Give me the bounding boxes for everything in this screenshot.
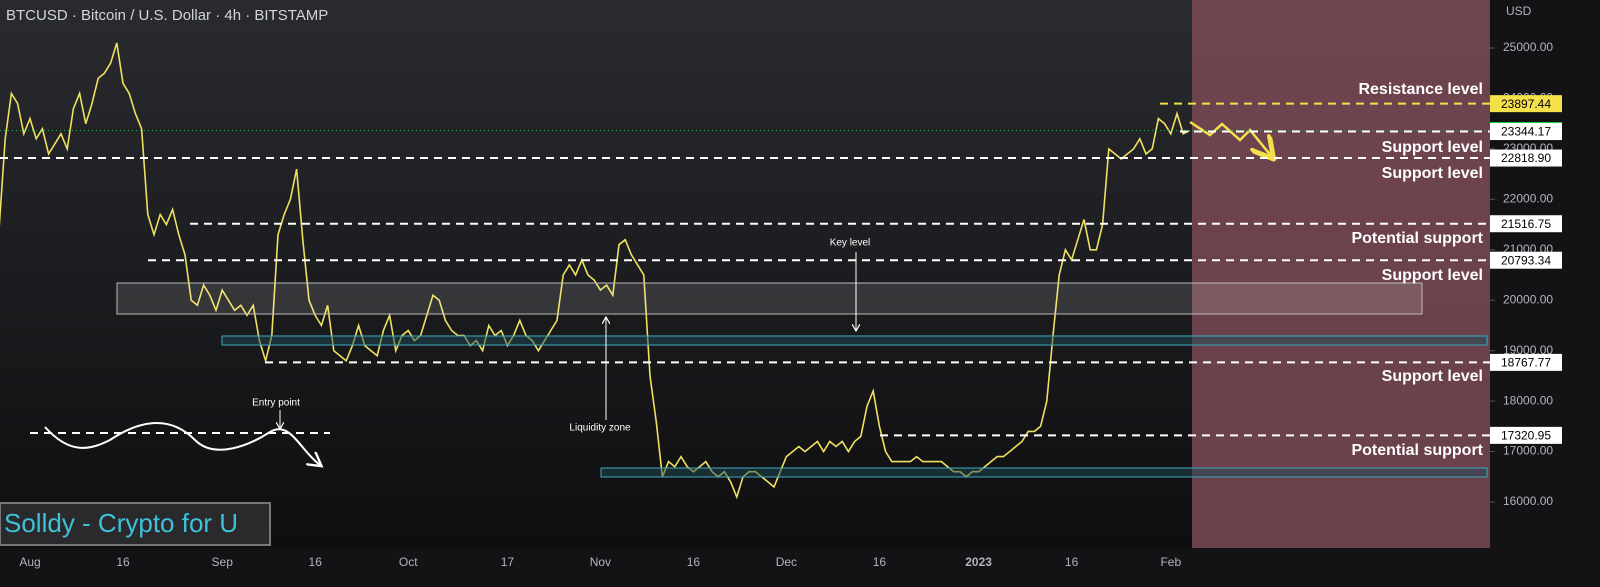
y-tick-label: 20000.00 [1503, 292, 1553, 306]
price-label: 23897.44 [1501, 97, 1551, 111]
y-tick-label: 25000.00 [1503, 40, 1553, 54]
price-line [0, 42, 1190, 500]
y-tick-label: 16000.00 [1503, 494, 1553, 508]
x-tick-label: 16 [1065, 555, 1079, 569]
x-tick-label: Dec [776, 555, 797, 569]
level-annotation: Resistance level [1358, 81, 1483, 98]
y-tick-label: 17000.00 [1503, 444, 1553, 458]
price-label-box [1490, 426, 1562, 444]
x-tick-label: Oct [399, 555, 418, 569]
x-tick-label: Aug [19, 555, 40, 569]
x-tick-label: Sep [212, 555, 234, 569]
price-label: 20793.34 [1501, 253, 1551, 267]
plot [0, 42, 1190, 500]
price-label: 23344.17 [1501, 125, 1551, 139]
level-annotation: Support level [1382, 165, 1483, 182]
time-axis [0, 548, 1490, 587]
price-label-box [1490, 215, 1562, 233]
zone-box [116, 282, 1423, 315]
y-axis-label: USD [1506, 4, 1532, 18]
y-tick-label: 18000.00 [1503, 393, 1553, 407]
y-tick-label: 19000.00 [1503, 343, 1553, 357]
forecast-zone [1192, 0, 1490, 548]
level-annotation: Support level [1382, 267, 1483, 284]
x-tick-label: Feb [1160, 555, 1181, 569]
level-annotation: Support level [1382, 368, 1483, 385]
zone-box [221, 335, 1488, 346]
x-tick-label: 16 [309, 555, 323, 569]
price-label: 21516.75 [1501, 217, 1551, 231]
price-label-box [1490, 353, 1562, 371]
x-tick-label: Nov [590, 555, 611, 569]
note: Key level [830, 238, 871, 249]
level-annotation: Potential support [1351, 230, 1483, 247]
note: Liquidity zone [569, 423, 631, 434]
x-tick-label: 16 [873, 555, 887, 569]
price-label-box [1490, 95, 1562, 113]
chart-title: BTCUSD · Bitcoin / U.S. Dollar · 4h · BI… [6, 7, 328, 24]
price-label: 18767.77 [1501, 356, 1551, 370]
price-label-box [1490, 149, 1562, 167]
price-label-box [1490, 123, 1562, 141]
y-tick-label: 22000.00 [1503, 192, 1553, 206]
price-label: 17320.95 [1501, 429, 1551, 443]
level-annotation: Potential support [1351, 442, 1483, 459]
forecast-arrow [1189, 120, 1272, 157]
level-annotation: Support level [1382, 139, 1483, 156]
x-tick-label: 16 [116, 555, 130, 569]
watermark: Solldy - Crypto for U [4, 508, 238, 538]
x-tick-label: 16 [687, 555, 701, 569]
price-label-box [1490, 251, 1562, 269]
note: Entry point [252, 398, 300, 409]
zone-box [600, 467, 1488, 478]
price-label: 22818.90 [1501, 151, 1551, 165]
watermark-box [0, 502, 271, 546]
x-tick-label: 2023 [965, 555, 992, 569]
x-tick-label: 17 [501, 555, 515, 569]
